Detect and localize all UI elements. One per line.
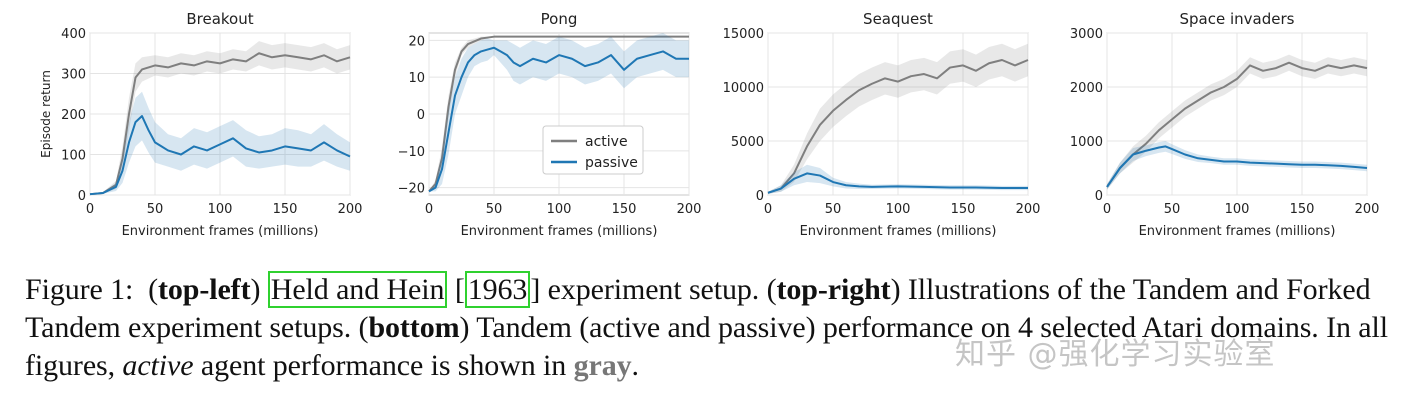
caption-text: ) Illustrations of the Tandem and Forked… xyxy=(25,273,1371,344)
x-tick-label: 0 xyxy=(764,202,772,217)
caption-text: ) Tandem (active and passive) performanc… xyxy=(25,311,1388,382)
chart-panel-2: 0 50 100 150 200 −20 −10 0 10 20 Pong Environment f… xyxy=(398,10,702,239)
caption-text: ( xyxy=(148,273,158,306)
y-tick-label: 300 xyxy=(61,68,86,83)
y-tick-label: 0 xyxy=(417,108,425,123)
series-line-active xyxy=(767,59,1029,194)
caption-text: experiment setup. ( xyxy=(547,273,777,306)
x-axis-label: Environment frames (millions) xyxy=(461,224,658,239)
chart-title: Space invaders xyxy=(1180,10,1295,28)
caption-gray-word: gray xyxy=(573,349,632,382)
series-line-passive xyxy=(1106,145,1368,188)
x-tick-label: 150 xyxy=(273,202,298,217)
x-axis-label: Environment frames (millions) xyxy=(1139,224,1336,239)
y-tick-label: 1000 xyxy=(1070,135,1103,150)
y-tick-label: 2000 xyxy=(1070,81,1103,96)
caption-text: ) xyxy=(250,273,261,306)
series-line-active xyxy=(428,35,689,192)
caption-text: agent performance is shown in xyxy=(200,349,567,382)
citation-link-year[interactable]: 1963 xyxy=(464,271,531,308)
caption-active-word: active xyxy=(122,349,194,382)
y-tick-label: 100 xyxy=(61,149,86,164)
y-axis-label: Episode return xyxy=(39,70,53,158)
x-tick-label: 50 xyxy=(825,202,842,217)
x-tick-label: 100 xyxy=(1225,202,1250,217)
chart-title: Breakout xyxy=(186,10,253,28)
x-tick-label: 100 xyxy=(886,202,911,217)
series-band-passive xyxy=(429,33,689,192)
x-axis-label: Environment frames (millions) xyxy=(122,224,319,239)
chart-title: Seaquest xyxy=(863,10,933,28)
series-line-active xyxy=(89,52,351,196)
legend-label-passive: passive xyxy=(585,155,638,171)
figure-caption: Figure 1: (top-left) Held and Hein [1963… xyxy=(25,271,1400,385)
legend-label-active: active xyxy=(585,134,628,150)
x-tick-label: 100 xyxy=(547,202,572,217)
x-tick-label: 200 xyxy=(338,202,363,217)
chart-panel-3: 0 50 100 150 200 0 5000 10000 15000 Seaquest Envir… xyxy=(723,10,1041,239)
x-tick-label: 100 xyxy=(208,202,233,217)
x-tick-label: 0 xyxy=(1103,202,1111,217)
series-band-passive xyxy=(1107,141,1367,190)
y-tick-label: −10 xyxy=(398,145,425,160)
x-tick-label: 50 xyxy=(1164,202,1181,217)
x-tick-label: 150 xyxy=(1290,202,1315,217)
series-line-active xyxy=(1106,61,1368,188)
x-tick-label: 0 xyxy=(425,202,433,217)
y-tick-label: −20 xyxy=(398,182,425,197)
x-axis-label: Environment frames (millions) xyxy=(800,224,997,239)
x-tick-label: 200 xyxy=(1016,202,1041,217)
y-tick-label: 5000 xyxy=(731,135,764,150)
x-tick-label: 50 xyxy=(147,202,164,217)
y-tick-label: 3000 xyxy=(1070,27,1103,42)
x-tick-label: 150 xyxy=(612,202,637,217)
chart-panel-1: 0 50 100 150 200 0 100 200 300 400 Breakout Environ… xyxy=(39,10,362,239)
figure-charts: 0 50 100 150 2000100200300400BreakoutEnviron… xyxy=(39,10,1380,239)
figure-label: Figure 1: xyxy=(25,273,134,306)
y-tick-label: 15000 xyxy=(723,27,764,42)
y-tick-label: 20 xyxy=(408,34,425,49)
series-band-passive xyxy=(90,91,350,195)
x-tick-label: 150 xyxy=(951,202,976,217)
citation-link-authors[interactable]: Held and Hein xyxy=(267,271,448,308)
caption-top-left: top-left xyxy=(157,273,251,306)
caption-text: . xyxy=(631,349,640,382)
y-tick-label: 0 xyxy=(756,189,764,204)
x-tick-label: 200 xyxy=(677,202,702,217)
y-tick-label: 0 xyxy=(78,189,86,204)
series-line-passive xyxy=(428,46,689,193)
series-band-active xyxy=(768,43,1028,194)
chart-title: Pong xyxy=(541,10,578,28)
caption-text: ] xyxy=(530,273,541,306)
y-tick-label: 0 xyxy=(1095,189,1103,204)
x-tick-label: 200 xyxy=(1355,202,1380,217)
y-tick-label: 10000 xyxy=(723,81,764,96)
series-line-passive xyxy=(89,115,351,196)
watermark: 知乎 @强化学习实验室 xyxy=(955,337,1276,372)
x-tick-label: 0 xyxy=(86,202,94,217)
series-line-passive xyxy=(767,172,1028,194)
caption-top-right: top-right xyxy=(776,273,891,306)
x-tick-label: 50 xyxy=(486,202,503,217)
y-tick-label: 400 xyxy=(61,27,86,42)
caption-text: [ xyxy=(454,273,465,306)
series-band-active xyxy=(90,41,350,195)
caption-bottom: bottom xyxy=(368,311,460,344)
y-tick-label: 200 xyxy=(61,108,86,123)
y-tick-label: 10 xyxy=(408,71,425,86)
